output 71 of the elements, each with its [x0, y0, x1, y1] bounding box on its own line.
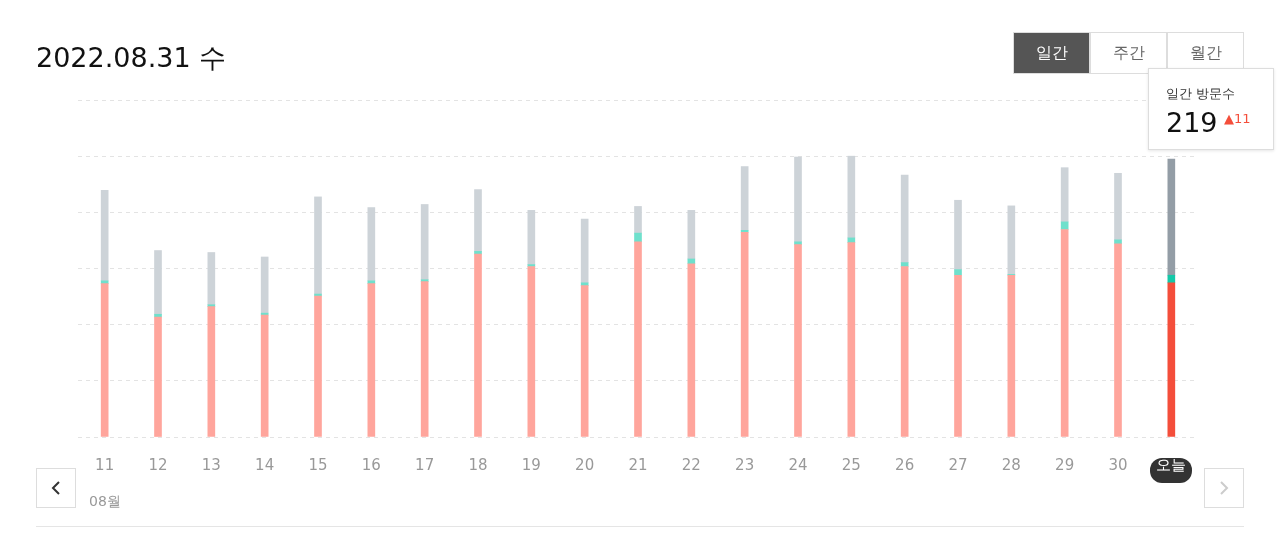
bar [900, 174, 909, 263]
x-tick-label: 13 [201, 455, 221, 474]
bar [900, 266, 909, 437]
bar [1114, 243, 1122, 437]
x-tick-label: 27 [948, 455, 968, 474]
bar [314, 295, 322, 437]
x-tick-label: 30 [1108, 455, 1128, 474]
x-tick-label: 29 [1055, 455, 1075, 474]
x-tick-label: 18 [468, 455, 488, 474]
x-tick-label: 25 [841, 455, 861, 474]
bar [954, 269, 962, 276]
bar [260, 256, 269, 314]
x-tick-label: 17 [415, 455, 435, 474]
bar [687, 263, 696, 437]
bar [420, 281, 429, 437]
bar [954, 274, 962, 437]
bar [100, 190, 109, 282]
bar [794, 244, 802, 437]
bar [634, 241, 642, 437]
bar [527, 266, 536, 437]
bar [527, 210, 536, 265]
bar [100, 283, 109, 437]
x-tick-label: 21 [628, 455, 648, 474]
bar [740, 166, 749, 231]
bar [794, 156, 802, 243]
bar [847, 155, 856, 239]
bar [740, 231, 749, 437]
bar [847, 242, 856, 437]
x-tick-label: 14 [255, 455, 275, 474]
text: ▲11 [1224, 111, 1251, 126]
text: 일간 [1013, 32, 1090, 74]
x-tick-label: 22 [681, 455, 701, 474]
chart-title: 2022.08.31 수 [36, 41, 227, 75]
bar [420, 204, 429, 281]
bar [207, 252, 216, 306]
x-tick-label: 12 [148, 455, 168, 474]
x-tick-label: 23 [735, 455, 755, 474]
text: 일간 방문수 [1166, 85, 1236, 103]
bar [1007, 205, 1016, 275]
bar [1167, 282, 1176, 437]
bar [687, 210, 696, 260]
bar [154, 316, 162, 437]
bar [207, 306, 216, 437]
x-tick-label: 19 [521, 455, 541, 474]
text: 08월 [89, 493, 121, 511]
bar [314, 196, 322, 295]
bar [154, 250, 162, 315]
bar [634, 206, 642, 234]
x-tick-label: 15 [308, 455, 328, 474]
x-tick-label: 오늘 [1156, 455, 1187, 474]
bar [474, 189, 482, 252]
bar [1007, 274, 1016, 437]
x-tick-label: 16 [361, 455, 381, 474]
bar [1060, 167, 1069, 223]
bar [1060, 229, 1069, 437]
bar [260, 314, 269, 437]
x-tick-label: 24 [788, 455, 808, 474]
bar [1167, 158, 1176, 276]
text: 219 [1166, 107, 1218, 138]
bar [954, 199, 962, 270]
text: 월간 [1167, 32, 1244, 74]
bar [474, 253, 482, 437]
bar [367, 283, 376, 437]
bar [580, 285, 589, 437]
bar [367, 207, 376, 282]
x-tick-label: 28 [1001, 455, 1021, 474]
x-tick-label: 11 [95, 455, 115, 474]
x-tick-label: 26 [895, 455, 915, 474]
text: 주간 [1090, 32, 1167, 74]
x-tick-label: 20 [575, 455, 595, 474]
bar [1114, 172, 1122, 241]
